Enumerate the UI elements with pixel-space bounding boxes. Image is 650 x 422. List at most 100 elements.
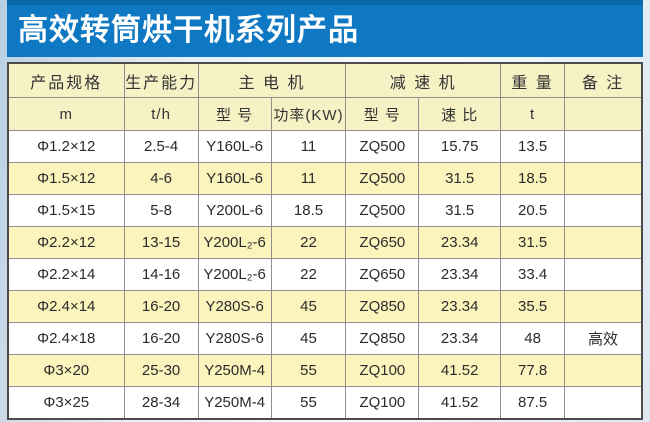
remark-cell: 高效 <box>564 322 643 355</box>
header-motor-model: 型 号 <box>197 97 272 131</box>
header-reducer-ratio: 速 比 <box>418 97 502 131</box>
spec-cell: Φ1.5×15 <box>7 194 125 227</box>
reducer-model-cell: ZQ500 <box>345 162 420 195</box>
reducer-model-cell: ZQ500 <box>345 130 420 163</box>
reducer-ratio-cell: 23.34 <box>418 290 502 323</box>
motor-model-cell: Y250M-4 <box>197 354 272 387</box>
reducer-ratio-cell: 31.5 <box>418 162 502 195</box>
spec-cell: Φ1.2×12 <box>7 130 125 163</box>
header-reducer: 减 速 机 <box>345 62 502 98</box>
spec-cell: Φ1.5×12 <box>7 162 125 195</box>
header-weight-unit: t <box>500 97 566 131</box>
table-row: Φ2.4×18 16-20 Y280S-6 45 ZQ850 23.34 48 … <box>7 322 643 355</box>
reducer-ratio-cell: 23.34 <box>418 258 502 291</box>
motor-power-cell: 45 <box>270 290 347 323</box>
header-remark: 备 注 <box>564 62 643 98</box>
reducer-ratio-cell: 41.52 <box>418 386 502 420</box>
motor-model-cell: Y160L-6 <box>197 162 272 195</box>
header-capacity: 生产能力 <box>123 62 199 98</box>
motor-power-cell: 11 <box>270 162 347 195</box>
capacity-cell: 13-15 <box>123 226 199 259</box>
motor-model-cell: Y200L-6 <box>197 194 272 227</box>
reducer-model-cell: ZQ850 <box>345 322 420 355</box>
table-row: Φ1.2×12 2.5-4 Y160L-6 11 ZQ500 15.75 13.… <box>7 130 643 163</box>
reducer-ratio-cell: 31.5 <box>418 194 502 227</box>
weight-cell: 35.5 <box>500 290 566 323</box>
capacity-cell: 16-20 <box>123 322 199 355</box>
table-row: Φ1.5×12 4-6 Y160L-6 11 ZQ500 31.5 18.5 <box>7 162 643 195</box>
weight-cell: 87.5 <box>500 386 566 420</box>
table-header: 产品规格 生产能力 主 电 机 减 速 机 重 量 备 注 m t/h 型 号 … <box>7 62 643 131</box>
reducer-model-cell: ZQ850 <box>345 290 420 323</box>
capacity-cell: 5-8 <box>123 194 199 227</box>
weight-cell: 20.5 <box>500 194 566 227</box>
reducer-model-cell: ZQ100 <box>345 386 420 420</box>
spec-cell: Φ2.2×12 <box>7 226 125 259</box>
capacity-cell: 4-6 <box>123 162 199 195</box>
weight-cell: 48 <box>500 322 566 355</box>
page-title: 高效转筒烘干机系列产品 <box>18 14 359 47</box>
motor-power-cell: 55 <box>270 354 347 387</box>
table-row: Φ3×25 28-34 Y250M-4 55 ZQ100 41.52 87.5 <box>7 386 643 420</box>
reducer-model-cell: ZQ650 <box>345 226 420 259</box>
motor-model-cell: Y200L₂-6 <box>197 258 272 291</box>
motor-model-cell: Y160L-6 <box>197 130 272 163</box>
table-row: Φ2.4×14 16-20 Y280S-6 45 ZQ850 23.34 35.… <box>7 290 643 323</box>
header-row-units: m t/h 型 号 功率(KW) 型 号 速 比 t <box>7 97 643 131</box>
header-remark-unit <box>564 97 643 131</box>
motor-model-cell: Y280S-6 <box>197 290 272 323</box>
product-spec-table: 产品规格 生产能力 主 电 机 减 速 机 重 量 备 注 m t/h 型 号 … <box>7 62 643 420</box>
spec-cell: Φ2.4×18 <box>7 322 125 355</box>
motor-power-cell: 22 <box>270 226 347 259</box>
remark-cell <box>564 162 643 195</box>
reducer-ratio-cell: 23.34 <box>418 226 502 259</box>
remark-cell <box>564 258 643 291</box>
weight-cell: 13.5 <box>500 130 566 163</box>
weight-cell: 31.5 <box>500 226 566 259</box>
header-row-groups: 产品规格 生产能力 主 电 机 减 速 机 重 量 备 注 <box>7 62 643 98</box>
reducer-model-cell: ZQ100 <box>345 354 420 387</box>
header-reducer-model: 型 号 <box>345 97 420 131</box>
header-main-motor: 主 电 机 <box>197 62 347 98</box>
table-row: Φ2.2×14 14-16 Y200L₂-6 22 ZQ650 23.34 33… <box>7 258 643 291</box>
weight-cell: 33.4 <box>500 258 566 291</box>
spec-cell: Φ2.4×14 <box>7 290 125 323</box>
capacity-cell: 14-16 <box>123 258 199 291</box>
header-spec-unit: m <box>7 97 125 131</box>
motor-power-cell: 18.5 <box>270 194 347 227</box>
capacity-cell: 28-34 <box>123 386 199 420</box>
spec-cell: Φ3×20 <box>7 354 125 387</box>
remark-cell <box>564 290 643 323</box>
reducer-model-cell: ZQ650 <box>345 258 420 291</box>
remark-cell <box>564 226 643 259</box>
weight-cell: 18.5 <box>500 162 566 195</box>
capacity-cell: 16-20 <box>123 290 199 323</box>
capacity-cell: 2.5-4 <box>123 130 199 163</box>
table-row: Φ3×20 25-30 Y250M-4 55 ZQ100 41.52 77.8 <box>7 354 643 387</box>
capacity-cell: 25-30 <box>123 354 199 387</box>
motor-model-cell: Y280S-6 <box>197 322 272 355</box>
reducer-model-cell: ZQ500 <box>345 194 420 227</box>
spec-cell: Φ3×25 <box>7 386 125 420</box>
remark-cell <box>564 354 643 387</box>
reducer-ratio-cell: 23.34 <box>418 322 502 355</box>
motor-model-cell: Y200L₂-6 <box>197 226 272 259</box>
reducer-ratio-cell: 41.52 <box>418 354 502 387</box>
remark-cell <box>564 130 643 163</box>
table-row: Φ2.2×12 13-15 Y200L₂-6 22 ZQ650 23.34 31… <box>7 226 643 259</box>
motor-model-cell: Y250M-4 <box>197 386 272 420</box>
motor-power-cell: 45 <box>270 322 347 355</box>
table-row: Φ1.5×15 5-8 Y200L-6 18.5 ZQ500 31.5 20.5 <box>7 194 643 227</box>
title-banner: 高效转筒烘干机系列产品 <box>7 0 643 57</box>
motor-power-cell: 55 <box>270 386 347 420</box>
remark-cell <box>564 194 643 227</box>
header-spec: 产品规格 <box>7 62 125 98</box>
motor-power-cell: 11 <box>270 130 347 163</box>
motor-power-cell: 22 <box>270 258 347 291</box>
remark-cell <box>564 386 643 420</box>
header-capacity-unit: t/h <box>123 97 199 131</box>
table-body: Φ1.2×12 2.5-4 Y160L-6 11 ZQ500 15.75 13.… <box>7 130 643 420</box>
header-motor-power: 功率(KW) <box>270 97 347 131</box>
weight-cell: 77.8 <box>500 354 566 387</box>
spec-cell: Φ2.2×14 <box>7 258 125 291</box>
